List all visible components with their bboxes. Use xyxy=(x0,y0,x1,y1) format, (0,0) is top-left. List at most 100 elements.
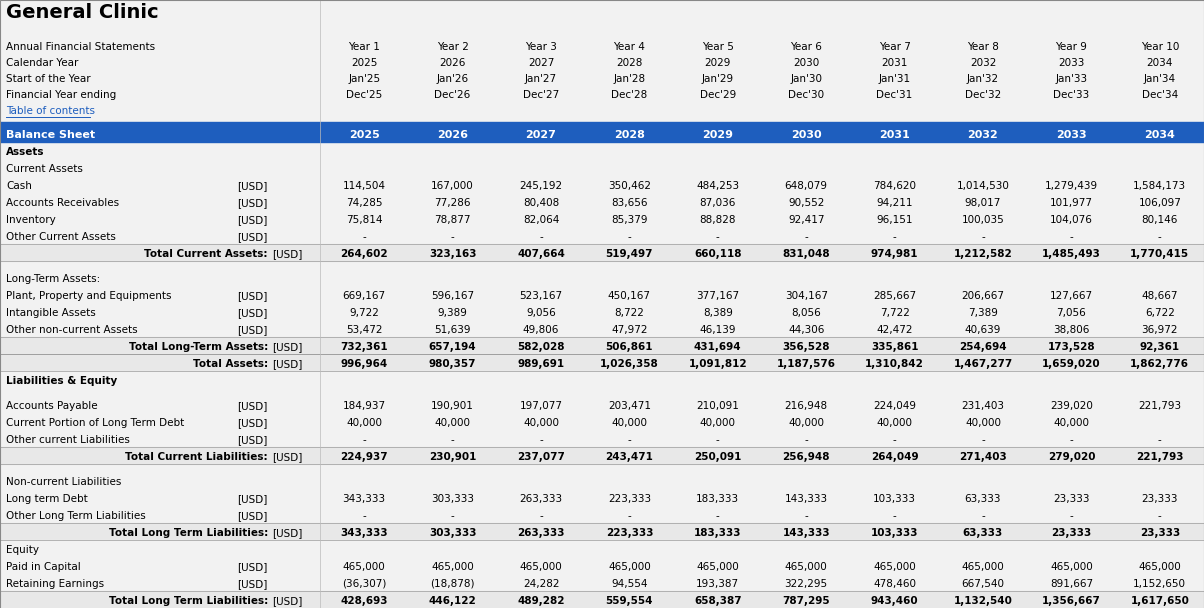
Bar xyxy=(0,523,1204,540)
Bar xyxy=(0,591,1204,608)
Text: 51,639: 51,639 xyxy=(435,325,471,335)
Text: Jan'25: Jan'25 xyxy=(348,75,380,85)
Bar xyxy=(0,227,1204,244)
Bar xyxy=(0,506,1204,523)
Text: 40,000: 40,000 xyxy=(612,418,648,428)
Text: 250,091: 250,091 xyxy=(695,452,742,462)
Text: 1,014,530: 1,014,530 xyxy=(956,181,1009,191)
Bar xyxy=(0,371,1204,388)
Text: 1,132,540: 1,132,540 xyxy=(954,596,1013,606)
Text: 787,295: 787,295 xyxy=(783,596,830,606)
Text: 1,584,173: 1,584,173 xyxy=(1133,181,1186,191)
Text: -: - xyxy=(892,435,897,445)
Text: 465,000: 465,000 xyxy=(608,562,651,572)
Text: Year 6: Year 6 xyxy=(790,43,822,52)
Text: 431,694: 431,694 xyxy=(694,342,742,352)
Text: -: - xyxy=(627,435,631,445)
Text: 36,972: 36,972 xyxy=(1141,325,1178,335)
Text: Intangible Assets: Intangible Assets xyxy=(6,308,96,318)
Text: 9,389: 9,389 xyxy=(438,308,467,318)
Text: Dec'26: Dec'26 xyxy=(435,91,471,100)
Text: 94,211: 94,211 xyxy=(877,198,913,208)
Text: 77,286: 77,286 xyxy=(435,198,471,208)
Text: 100,035: 100,035 xyxy=(962,215,1004,225)
Text: Dec'27: Dec'27 xyxy=(523,91,559,100)
Text: 183,333: 183,333 xyxy=(694,528,742,538)
Text: -: - xyxy=(1069,511,1073,521)
Text: 47,972: 47,972 xyxy=(612,325,648,335)
Text: 450,167: 450,167 xyxy=(608,291,651,301)
Text: Long term Debt: Long term Debt xyxy=(6,494,88,504)
Bar xyxy=(0,337,1204,354)
Text: Current Assets: Current Assets xyxy=(6,164,83,174)
Text: 2034: 2034 xyxy=(1144,130,1175,140)
Text: Other non-current Assets: Other non-current Assets xyxy=(6,325,137,335)
Bar xyxy=(0,159,1204,176)
Text: 1,356,667: 1,356,667 xyxy=(1041,596,1100,606)
Text: 98,017: 98,017 xyxy=(964,198,1002,208)
Text: 104,076: 104,076 xyxy=(1050,215,1093,225)
Text: 2029: 2029 xyxy=(704,58,731,69)
Text: 210,091: 210,091 xyxy=(696,401,739,411)
Text: 523,167: 523,167 xyxy=(519,291,562,301)
Text: 38,806: 38,806 xyxy=(1054,325,1090,335)
Text: Liabilities & Equity: Liabilities & Equity xyxy=(6,376,117,386)
Text: 989,691: 989,691 xyxy=(518,359,565,369)
Text: -: - xyxy=(981,435,985,445)
Text: Jan'26: Jan'26 xyxy=(437,75,468,85)
Text: 271,403: 271,403 xyxy=(960,452,1007,462)
Text: 350,462: 350,462 xyxy=(608,181,651,191)
Text: 465,000: 465,000 xyxy=(520,562,562,572)
Text: Current Portion of Long Term Debt: Current Portion of Long Term Debt xyxy=(6,418,184,428)
Bar xyxy=(0,193,1204,210)
Bar xyxy=(0,269,1204,286)
Text: 9,056: 9,056 xyxy=(526,308,556,318)
Text: -: - xyxy=(627,511,631,521)
Text: 40,000: 40,000 xyxy=(523,418,559,428)
Text: Jan'30: Jan'30 xyxy=(790,75,822,85)
Text: 506,861: 506,861 xyxy=(606,342,653,352)
Text: 263,333: 263,333 xyxy=(519,494,562,504)
Bar xyxy=(0,176,1204,193)
Text: 1,770,415: 1,770,415 xyxy=(1131,249,1190,259)
Text: Total Long Term Liabilities:: Total Long Term Liabilities: xyxy=(108,596,268,606)
Text: 1,212,582: 1,212,582 xyxy=(954,249,1013,259)
Text: 80,146: 80,146 xyxy=(1141,215,1178,225)
Text: 40,000: 40,000 xyxy=(700,418,736,428)
Text: Start of the Year: Start of the Year xyxy=(6,75,90,85)
Text: 42,472: 42,472 xyxy=(877,325,913,335)
Text: -: - xyxy=(362,232,366,242)
Bar xyxy=(0,540,1204,557)
Text: 40,000: 40,000 xyxy=(877,418,913,428)
Text: 46,139: 46,139 xyxy=(700,325,736,335)
Text: 183,333: 183,333 xyxy=(696,494,739,504)
Text: 596,167: 596,167 xyxy=(431,291,474,301)
Text: 732,361: 732,361 xyxy=(341,342,388,352)
Text: 279,020: 279,020 xyxy=(1047,452,1096,462)
Text: -: - xyxy=(1158,435,1162,445)
Text: Year 4: Year 4 xyxy=(614,43,645,52)
Text: 2028: 2028 xyxy=(616,58,643,69)
Text: 356,528: 356,528 xyxy=(783,342,830,352)
Text: 87,036: 87,036 xyxy=(700,198,736,208)
Text: 478,460: 478,460 xyxy=(873,579,916,589)
Text: 75,814: 75,814 xyxy=(346,215,383,225)
Text: 465,000: 465,000 xyxy=(1139,562,1181,572)
Text: [USD]: [USD] xyxy=(272,359,302,369)
Bar xyxy=(0,396,1204,413)
Text: 239,020: 239,020 xyxy=(1050,401,1093,411)
Text: 407,664: 407,664 xyxy=(517,249,565,259)
Text: Accounts Payable: Accounts Payable xyxy=(6,401,98,411)
Text: [USD]: [USD] xyxy=(272,249,302,259)
Text: 6,722: 6,722 xyxy=(1145,308,1175,318)
Text: 2034: 2034 xyxy=(1146,58,1173,69)
Text: 8,056: 8,056 xyxy=(791,308,821,318)
Text: 446,122: 446,122 xyxy=(429,596,477,606)
Text: (36,307): (36,307) xyxy=(342,579,386,589)
Text: Jan'31: Jan'31 xyxy=(879,75,910,85)
Text: 2032: 2032 xyxy=(969,58,996,69)
Text: -: - xyxy=(892,232,897,242)
Text: [USD]: [USD] xyxy=(237,435,268,445)
Text: 1,026,358: 1,026,358 xyxy=(600,359,659,369)
Text: -: - xyxy=(539,435,543,445)
